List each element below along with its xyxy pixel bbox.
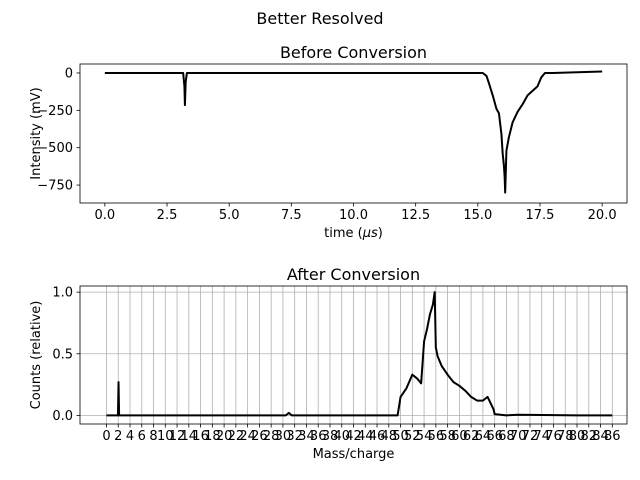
before-conversion-ticks: 0.0 2.5 5.0 7.5 10.0 12.5 15.0 17.5 20.0 0 −250 −50… xyxy=(37,66,616,223)
after-conversion-x-tick-label: 34 xyxy=(298,429,315,444)
after-conversion-x-tick-label: 0 xyxy=(102,429,110,444)
after-conversion-x-tick-label: 24 xyxy=(239,429,256,444)
after-conversion-x-tick-label: 80 xyxy=(569,429,586,444)
before-conversion-x-axis-label: time (μs) xyxy=(324,226,383,241)
before-conversion-axes-frame xyxy=(79,63,628,204)
after-conversion-x-tick-label: 12 xyxy=(169,429,186,444)
after-conversion-y-axis-label: Counts (relative) xyxy=(29,301,44,410)
after-conversion-x-tick-label: 36 xyxy=(310,429,327,444)
before-conversion-x-tick-label: 20.0 xyxy=(588,208,617,223)
before-conversion-chart: 0.0 2.5 5.0 7.5 10.0 12.5 15.0 17.5 20.0 0 −250 −50… xyxy=(29,43,628,241)
after-conversion-x-tick-label: 38 xyxy=(322,429,339,444)
before-conversion-y-tick-label: −500 xyxy=(37,141,73,156)
after-conversion-x-tick-label: 48 xyxy=(381,429,398,444)
after-conversion-x-tick-label: 44 xyxy=(357,429,374,444)
after-conversion-x-tick-label: 40 xyxy=(333,429,350,444)
after-conversion-series-line xyxy=(106,291,613,417)
before-conversion-x-tick-label: 15.0 xyxy=(463,208,492,223)
after-conversion-ticks: 0 2 4 6 8 10121416182022242628303234363840424… xyxy=(52,286,620,444)
after-conversion-x-tick-label: 8 xyxy=(149,429,157,444)
after-conversion-x-tick-label: 50 xyxy=(392,429,409,444)
before-conversion-y-tick-label: 0 xyxy=(65,66,73,81)
before-conversion-x-tick-label: 10.0 xyxy=(339,208,368,223)
after-conversion-marks xyxy=(106,291,613,417)
figure-suptitle: Better Resolved xyxy=(256,9,383,28)
after-conversion-x-tick-label: 84 xyxy=(592,429,609,444)
x-axis-label-unit: μs xyxy=(362,226,378,241)
after-conversion-x-tick-label: 30 xyxy=(275,429,292,444)
after-conversion-x-tick-label: 10 xyxy=(157,429,174,444)
after-conversion-x-tick-label: 86 xyxy=(604,429,621,444)
after-conversion-axes-frame xyxy=(79,285,628,425)
after-conversion-x-tick-label: 6 xyxy=(138,429,146,444)
after-conversion-x-tick-label: 2 xyxy=(114,429,122,444)
after-conversion-x-axis-label: Mass/charge xyxy=(313,447,395,462)
after-conversion-x-tick-label: 20 xyxy=(216,429,233,444)
after-conversion-x-tick-label: 82 xyxy=(580,429,597,444)
after-conversion-y-tick-label: 1.0 xyxy=(52,286,73,301)
after-conversion-x-tick-label: 4 xyxy=(126,429,134,444)
after-conversion-chart: 0 2 4 6 8 10121416182022242628303234363840424… xyxy=(29,265,628,462)
after-conversion-x-tick-label: 54 xyxy=(416,429,433,444)
after-conversion-grid xyxy=(80,286,627,424)
after-conversion-x-tick-label: 62 xyxy=(463,429,480,444)
before-conversion-y-tick-label: −250 xyxy=(37,104,73,119)
before-conversion-x-tick-label: 2.5 xyxy=(157,208,178,223)
after-conversion-x-tick-label: 58 xyxy=(439,429,456,444)
before-conversion-title: Before Conversion xyxy=(280,43,427,62)
after-conversion-x-tick-label: 66 xyxy=(486,429,503,444)
after-conversion-x-tick-label: 18 xyxy=(204,429,221,444)
after-conversion-x-tick-label: 68 xyxy=(498,429,515,444)
after-conversion-y-tick-label: 0.5 xyxy=(52,347,73,362)
after-conversion-title: After Conversion xyxy=(287,265,420,284)
after-conversion-x-tick-label: 52 xyxy=(404,429,421,444)
after-conversion-x-tick-label: 22 xyxy=(228,429,245,444)
after-conversion-x-tick-label: 14 xyxy=(181,429,198,444)
before-conversion-y-tick-label: −750 xyxy=(37,179,73,194)
before-conversion-marks xyxy=(104,70,603,194)
after-conversion-x-tick-label: 56 xyxy=(428,429,445,444)
before-conversion-x-tick-label: 5.0 xyxy=(219,208,240,223)
before-conversion-x-tick-label: 7.5 xyxy=(281,208,302,223)
after-conversion-x-tick-label: 78 xyxy=(557,429,574,444)
after-conversion-x-tick-label: 74 xyxy=(533,429,550,444)
after-conversion-x-tick-label: 28 xyxy=(263,429,280,444)
after-conversion-x-tick-label: 76 xyxy=(545,429,562,444)
after-conversion-x-tick-label: 16 xyxy=(192,429,209,444)
after-conversion-x-tick-label: 72 xyxy=(522,429,539,444)
x-axis-label-end: ) xyxy=(378,226,383,241)
after-conversion-x-tick-label: 64 xyxy=(475,429,492,444)
before-conversion-series-line xyxy=(104,70,603,194)
after-conversion-x-tick-label: 26 xyxy=(251,429,268,444)
before-conversion-x-tick-label: 12.5 xyxy=(401,208,430,223)
x-axis-label-start: time ( xyxy=(324,226,363,241)
after-conversion-x-tick-label: 42 xyxy=(345,429,362,444)
after-conversion-x-tick-label: 70 xyxy=(510,429,527,444)
after-conversion-x-tick-label: 46 xyxy=(369,429,386,444)
after-conversion-y-tick-label: 0.0 xyxy=(52,409,73,424)
before-conversion-x-tick-label: 0.0 xyxy=(95,208,116,223)
after-conversion-x-tick-label: 32 xyxy=(286,429,303,444)
after-conversion-x-tick-label: 60 xyxy=(451,429,468,444)
before-conversion-x-tick-label: 17.5 xyxy=(526,208,555,223)
before-conversion-y-axis-label: Intensity (mV) xyxy=(29,87,44,179)
